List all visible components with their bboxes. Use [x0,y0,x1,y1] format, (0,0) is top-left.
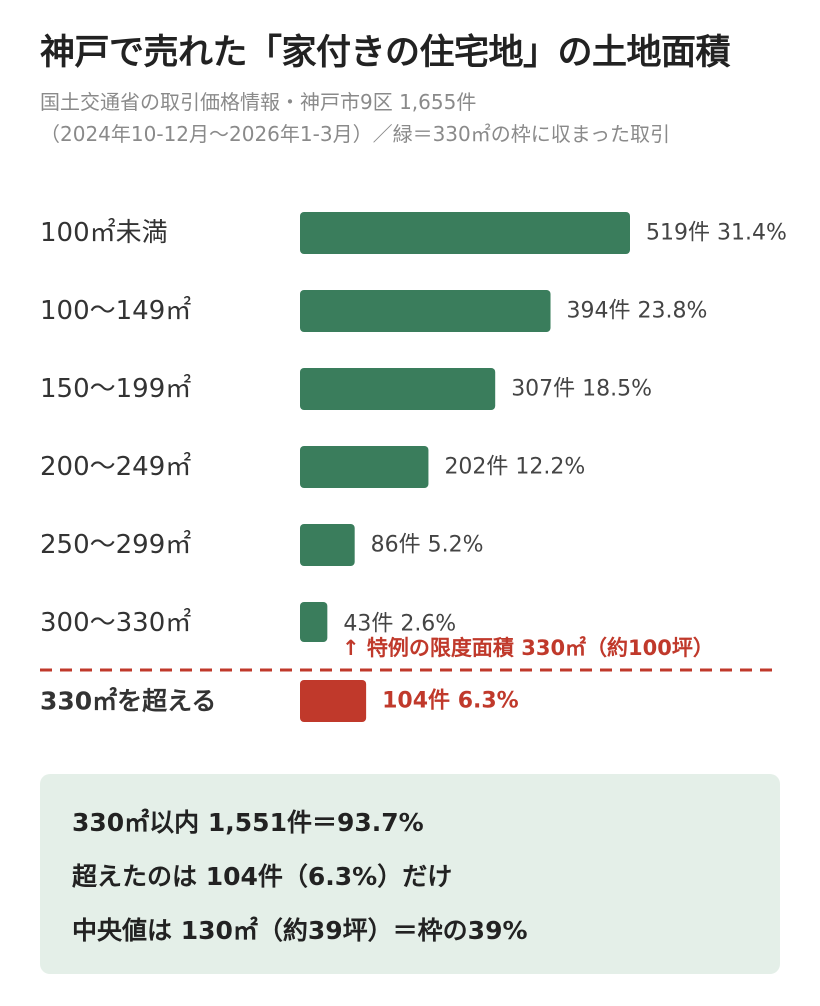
data-label: 202件 12.2% [444,455,585,480]
bar [300,368,496,410]
data-label: 394件 23.8% [567,299,708,324]
data-label: 519件 31.4% [646,221,787,246]
category-label: 100〜149㎡ [40,296,191,326]
data-label: 86件 5.2% [371,533,484,558]
category-label: 330㎡を超える [40,687,216,716]
bar [300,680,367,722]
category-label: 200〜249㎡ [40,452,191,482]
bar [300,290,551,332]
bar [300,602,328,642]
summary-line-median: 中央値は 130㎡（約39坪）＝枠の39% [72,916,528,945]
summary-line-within: 330㎡以内 1,551件＝93.7% [72,808,424,837]
bar [300,212,630,254]
category-label: 100㎡未満 [40,218,168,248]
chart-subtitle-source: 国土交通省の取引価格情報・神戸市9区 1,655件 [40,90,477,114]
summary-line-exceeded: 超えたのは 104件（6.3%）だけ [72,862,453,891]
data-label: 104件 6.3% [382,689,519,714]
data-label: 307件 18.5% [511,377,652,402]
category-label: 250〜299㎡ [40,530,191,560]
data-label: 43件 2.6% [343,612,456,637]
bar [300,524,355,566]
limit-annotation: ↑ 特例の限度面積 330㎡（約100坪） [342,636,714,660]
bar-chart: 100㎡未満 519件 31.4% 100〜149㎡ 394件 23.8% 150〜19… [40,212,787,722]
bar [300,446,429,488]
summary-box: 330㎡以内 1,551件＝93.7% 超えたのは 104件（6.3%）だけ 中… [40,774,780,974]
category-label: 300〜330㎡ [40,608,191,638]
chart-title: 神戸で売れた「家付きの住宅地」の土地面積 [40,33,731,73]
category-label: 150〜199㎡ [40,374,191,404]
chart-subtitle-period: （2024年10-12月〜2026年1-3月）／緑＝330㎡の枠に収まった取引 [40,122,670,146]
